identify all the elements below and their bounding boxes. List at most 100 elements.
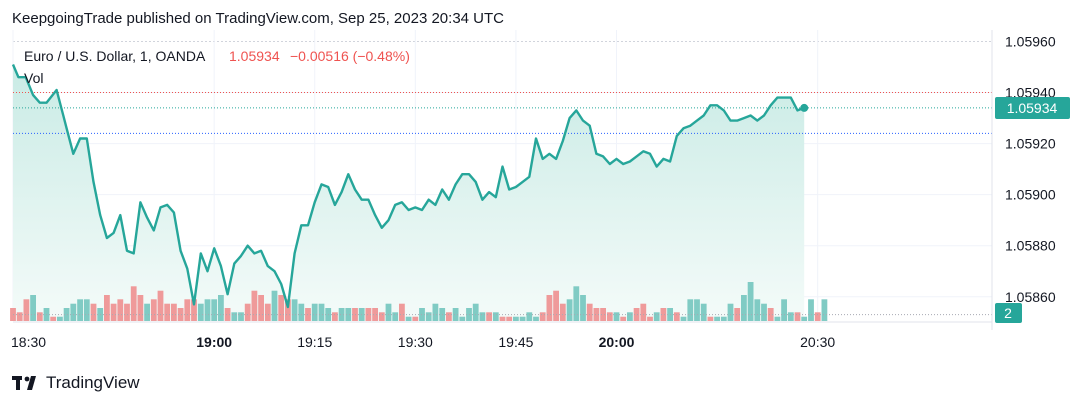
volume-bar: [600, 308, 606, 321]
last-price-marker: [800, 103, 809, 112]
x-tick-label: 19:15: [297, 334, 332, 350]
volume-bar: [378, 312, 385, 321]
volume-badge: 2: [995, 303, 1022, 323]
volume-bar: [593, 308, 600, 321]
volume-bar: [285, 299, 291, 321]
legend-volume-label: Vol: [24, 70, 43, 86]
volume-bar: [110, 303, 117, 321]
volume-bar: [157, 290, 164, 321]
volume-bar: [318, 303, 325, 321]
volume-bar: [808, 299, 814, 321]
volume-bar: [365, 308, 372, 321]
x-tick-label: 19:45: [498, 334, 533, 350]
volume-bar: [767, 308, 774, 321]
y-tick-label: 1.05860: [1005, 289, 1056, 305]
volume-bar: [640, 303, 647, 321]
y-tick-label: 1.05940: [1005, 85, 1056, 101]
volume-bar: [30, 295, 36, 321]
volume-bar: [278, 295, 285, 321]
volume-bar: [794, 312, 801, 321]
x-tick-label: 18:30: [11, 334, 46, 350]
volume-bar: [251, 290, 258, 321]
volume-bar: [714, 316, 720, 321]
volume-bar: [727, 303, 734, 321]
volume-bar: [741, 295, 747, 321]
volume-bar: [77, 299, 83, 321]
x-tick-label: 20:00: [599, 334, 635, 350]
volume-bar: [519, 316, 526, 321]
volume-bar: [291, 299, 298, 321]
volume-bar: [559, 303, 566, 321]
volume-bar: [171, 303, 177, 321]
volume-bar: [197, 303, 204, 321]
price-line: [11, 64, 809, 309]
volume-bar: [211, 299, 218, 321]
volume-bar: [539, 312, 546, 321]
volume-bar: [781, 299, 787, 321]
volume-bar: [754, 299, 761, 321]
volume-bar: [23, 299, 30, 321]
volume-bar: [264, 303, 271, 321]
volume-bar: [446, 312, 452, 321]
volume-bar: [486, 312, 492, 321]
volume-bar: [405, 316, 412, 321]
volume-bar: [680, 316, 687, 321]
volume-bar: [673, 312, 680, 321]
price-badge-label: 1.05934: [1007, 100, 1058, 116]
volume-bar: [90, 303, 97, 321]
axes: 1.05960 1.05940 1.05920 1.05900 1.05880 1.058…: [11, 30, 1056, 350]
legend-symbol: Euro / U.S. Dollar, 1, OANDA: [24, 48, 206, 64]
price-badge: 1.05934: [995, 97, 1070, 119]
volume-bar: [332, 312, 338, 321]
volume-bar: [218, 295, 224, 321]
volume-bar: [144, 303, 150, 321]
volume-bar: [761, 303, 767, 321]
y-tick-label: 1.05880: [1005, 238, 1056, 254]
volume-bar: [191, 299, 197, 321]
volume-bar: [412, 316, 419, 321]
volume-bar: [700, 303, 707, 321]
volume-bar: [472, 303, 479, 321]
x-tick-label: 19:00: [196, 334, 232, 350]
volume-bar: [492, 312, 499, 321]
legend-price: 1.05934: [229, 48, 280, 64]
volume-bar: [117, 299, 124, 321]
volume-bar: [513, 316, 519, 321]
volume-bar: [546, 295, 553, 321]
volume-bar: [338, 308, 345, 321]
volume-bar: [104, 295, 110, 321]
volume-bar: [36, 312, 43, 321]
volume-bar: [231, 312, 238, 321]
volume-bar: [653, 312, 660, 321]
volume-bar: [16, 312, 23, 321]
volume-bar: [586, 303, 593, 321]
volume-bar: [694, 299, 700, 321]
tradingview-brand[interactable]: TradingView: [12, 373, 140, 393]
volume-badge-label: 2: [1004, 305, 1012, 321]
volume-bar: [620, 316, 627, 321]
volume-bar: [580, 295, 586, 321]
reference-lines: [13, 92, 992, 316]
volume-bar: [224, 308, 231, 321]
volume-bar: [184, 299, 191, 321]
volume-bar: [499, 316, 506, 321]
volume-bar: [452, 308, 459, 321]
volume-bar: [238, 312, 244, 321]
volume-bar: [311, 303, 318, 321]
y-tick-label: 1.05920: [1005, 136, 1056, 152]
volume-bar: [459, 316, 466, 321]
volume-bar: [271, 290, 278, 321]
x-tick-label: 19:30: [398, 334, 433, 350]
volume-bar: [130, 286, 137, 321]
volume-bar: [70, 303, 77, 321]
volume-bar: [734, 308, 741, 321]
volume-bar: [526, 312, 533, 321]
volume-bar: [432, 303, 439, 321]
volume-bar: [204, 299, 211, 321]
volume-bar: [647, 316, 653, 321]
brand-label: TradingView: [46, 373, 140, 392]
volume-bar: [425, 312, 432, 321]
volume-bar: [298, 303, 305, 321]
legend-change: −0.00516 (−0.48%): [290, 48, 410, 64]
